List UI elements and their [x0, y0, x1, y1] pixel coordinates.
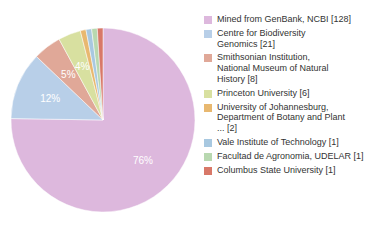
html-text:Centre for Biodiversity Genomi: Centre for Biodiversity Genomics [21] [217, 27, 306, 49]
svg-text:76%: 76% [133, 155, 153, 166]
svg-text:5%: 5% [61, 69, 76, 80]
svg-text:12%: 12% [40, 93, 60, 104]
html-text:University of Johannesburg, De: University of Johannesburg, Department o… [217, 101, 346, 134]
html-text:Vale Institute of Technology [: Vale Institute of Technology [1] [217, 137, 339, 147]
html-text:Facultad de Agronomia, UDELAR: Facultad de Agronomia, UDELAR [1] [217, 150, 364, 161]
svg-text:4%: 4% [75, 61, 90, 72]
html-text:Mined from GenBank, NCBI [128]: Mined from GenBank, NCBI [128] [217, 14, 352, 24]
html-text:Smithsonian Institution, Natio: Smithsonian Institution, National Museum… [217, 52, 329, 84]
html-text:Columbus State University [1]: Columbus State University [1] [217, 164, 336, 175]
html-text:Princeton University [6]: Princeton University [6] [217, 87, 310, 98]
